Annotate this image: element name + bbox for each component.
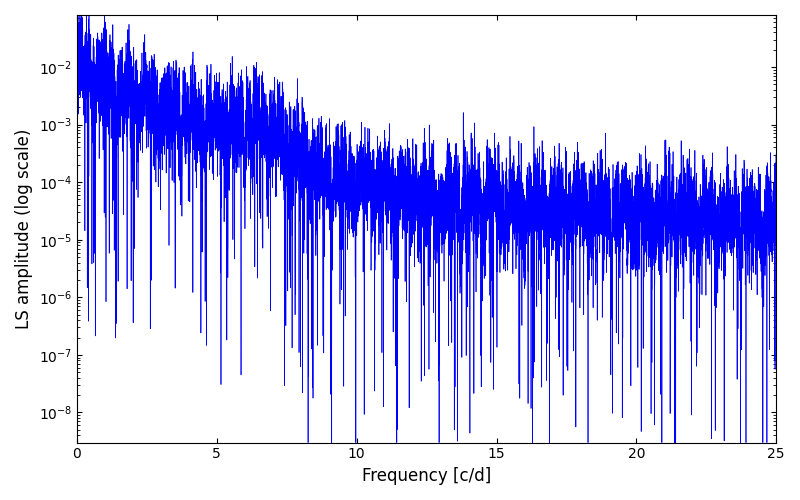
Y-axis label: LS amplitude (log scale): LS amplitude (log scale) xyxy=(15,128,33,329)
X-axis label: Frequency [c/d]: Frequency [c/d] xyxy=(362,467,491,485)
